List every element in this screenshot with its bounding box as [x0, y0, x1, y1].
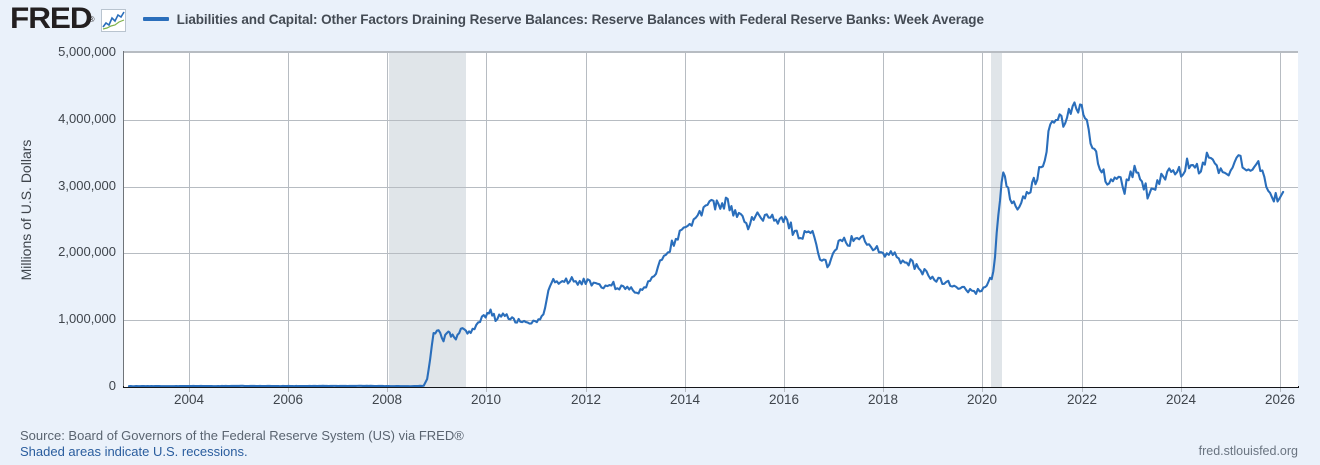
- vgridline-2010: [486, 53, 487, 387]
- x-tickmark-2022: [1082, 388, 1083, 392]
- x-tick-label-2022: 2022: [1066, 392, 1098, 407]
- y-tick-label-1000000: 1,000,000: [58, 311, 116, 326]
- x-axis-line: [123, 386, 1299, 388]
- x-tickmark-2016: [784, 388, 785, 392]
- y-axis-line: [123, 51, 124, 387]
- vgridline-2022: [1082, 53, 1083, 387]
- gridline-1000000: [124, 320, 1298, 322]
- x-tick-label-2006: 2006: [272, 392, 304, 407]
- x-tickmark-2008: [387, 388, 388, 392]
- vgridline-2006: [288, 53, 289, 387]
- x-tick-label-2018: 2018: [867, 392, 899, 407]
- y-tick-label-4000000: 4,000,000: [58, 111, 116, 126]
- x-tick-label-2014: 2014: [669, 392, 701, 407]
- x-tickmark-2012: [586, 388, 587, 392]
- vgridline-2026: [1280, 53, 1281, 387]
- x-tick-label-2008: 2008: [371, 392, 403, 407]
- vgridline-2008: [387, 53, 388, 387]
- gridline-3000000: [124, 186, 1298, 188]
- vgridline-2012: [586, 53, 587, 387]
- vgridline-2004: [189, 53, 190, 387]
- gridline-4000000: [124, 119, 1298, 121]
- x-tick-label-2026: 2026: [1264, 392, 1296, 407]
- x-tick-label-2016: 2016: [768, 392, 800, 407]
- y-tick-label-5000000: 5,000,000: [58, 44, 116, 59]
- x-tickmark-2014: [685, 388, 686, 392]
- x-tickmark-2010: [486, 388, 487, 392]
- vgridline-2014: [685, 53, 686, 387]
- x-tick-label-2020: 2020: [966, 392, 998, 407]
- chart-legend: Liabilities and Capital: Other Factors D…: [142, 11, 984, 27]
- chart-footer: Source: Board of Governors of the Federa…: [20, 428, 464, 460]
- source-note: Source: Board of Governors of the Federa…: [20, 428, 464, 443]
- y-tick-label-2000000: 2,000,000: [58, 244, 116, 259]
- chart-header: FRED ® Liabilities and Capital: Other Fac…: [0, 0, 1320, 38]
- legend-color-swatch: [142, 17, 169, 21]
- recession-band-2008: [389, 53, 466, 387]
- vgridline-2024: [1181, 53, 1182, 387]
- recession-note: Shaded areas indicate U.S. recessions.: [20, 444, 248, 459]
- x-tickmark-2026: [1280, 388, 1281, 392]
- y-tick-label-0: 0: [108, 378, 116, 393]
- x-tickmark-2020: [982, 388, 983, 392]
- vgridline-2020: [982, 53, 983, 387]
- fred-wordmark: FRED: [10, 2, 93, 35]
- legend-series-label: Liabilities and Capital: Other Factors D…: [176, 11, 984, 27]
- y-tick-label-3000000: 3,000,000: [58, 178, 116, 193]
- site-url: fred.stlouisfed.org: [1198, 444, 1298, 458]
- x-tick-label-2012: 2012: [570, 392, 602, 407]
- recession-band-2020: [990, 53, 1003, 387]
- x-tick-label-2004: 2004: [173, 392, 205, 407]
- fred-logo[interactable]: FRED ®: [10, 4, 126, 34]
- series-line-reserve-balances: [127, 101, 1285, 387]
- sparkline-icon: [100, 8, 126, 32]
- x-tick-label-2010: 2010: [470, 392, 502, 407]
- vgridline-2018: [883, 53, 884, 387]
- gridline-2000000: [124, 253, 1298, 255]
- x-tick-label-2024: 2024: [1165, 392, 1197, 407]
- x-tickmark-2018: [883, 388, 884, 392]
- plot-area: [124, 51, 1298, 387]
- x-tickmark-2006: [288, 388, 289, 392]
- x-tickmark-2024: [1181, 388, 1182, 392]
- x-tickmark-2004: [189, 388, 190, 392]
- fred-registered-mark: ®: [88, 14, 95, 24]
